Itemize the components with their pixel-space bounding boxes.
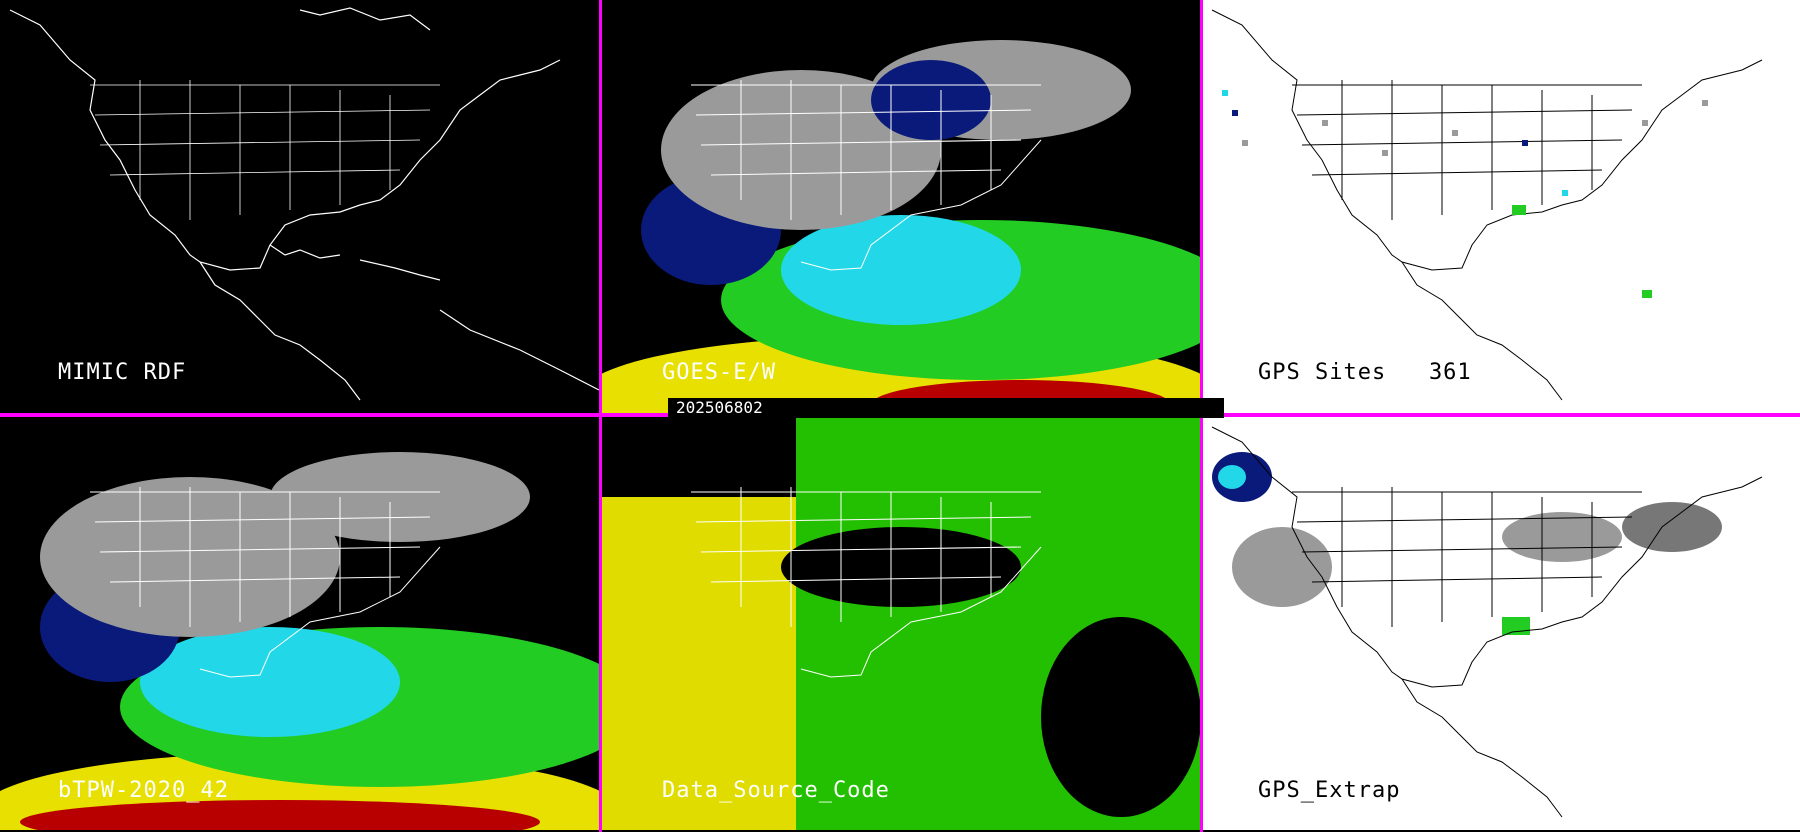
goes-ew-map [601, 0, 1200, 413]
gps-sites-map [1202, 0, 1800, 413]
coastline-outline [691, 487, 1042, 678]
source-region-yellow [601, 497, 796, 830]
moisture-cyan [140, 627, 400, 737]
moisture-cyan [781, 215, 1021, 325]
moisture-navy-north [871, 60, 991, 140]
extrap-gray-west [1232, 527, 1332, 607]
panel-data-source-code [601, 417, 1200, 830]
gps-site-markers [1222, 90, 1708, 298]
moisture-gray-north [270, 452, 530, 542]
panel-label-gps-extrap: GPS_Extrap [1258, 778, 1401, 803]
no-data-region [781, 527, 1021, 607]
panel-gps-sites [1202, 0, 1800, 413]
no-data-region-east [1041, 617, 1200, 817]
panel-goes-ew [601, 0, 1200, 413]
state-borders [90, 80, 440, 220]
extrap-green [1502, 617, 1530, 635]
extrap-cyan [1218, 465, 1246, 489]
panel-label-goes-ew: GOES-E/W [662, 360, 776, 385]
panel-gps-extrap [1202, 417, 1800, 830]
data-source-code-map [601, 417, 1200, 830]
btpw-map [0, 417, 599, 830]
mimic-rdf-map [0, 0, 599, 413]
coastline-outline [691, 80, 1042, 271]
panel-label-data-source-code: Data_Source_Code [662, 778, 890, 803]
extrap-gray-east [1622, 502, 1722, 552]
coastline-outline [1211, 9, 1763, 401]
extrap-gray-central [1502, 512, 1622, 562]
coastline-outline [90, 487, 441, 678]
no-data-region-northwest [601, 422, 741, 492]
moisture-gray [661, 70, 941, 230]
timestamp-label: 202506802 [668, 398, 1224, 418]
panel-btpw [0, 417, 599, 830]
coastline-outline [9, 7, 599, 401]
panel-mimic-rdf [0, 0, 599, 413]
gps-extrap-map [1202, 417, 1800, 830]
coastline-outline [1211, 426, 1763, 818]
panel-label-gps-sites: GPS Sites 361 [1258, 360, 1472, 385]
moisture-red [20, 800, 540, 830]
panel-label-btpw: bTPW-2020_42 [58, 778, 229, 803]
panel-label-mimic-rdf: MIMIC RDF [58, 360, 187, 385]
